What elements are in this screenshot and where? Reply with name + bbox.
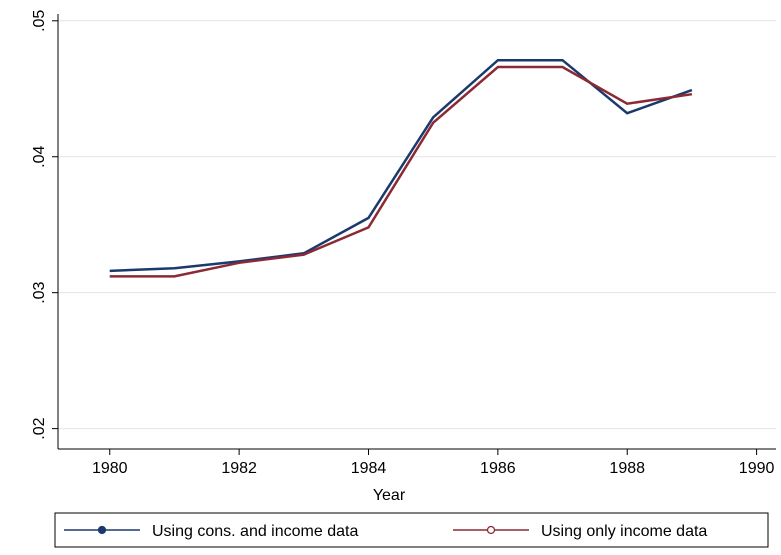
y-tick-label: .05: [31, 10, 48, 32]
x-axis-title: Year: [373, 487, 406, 504]
series-lines: [109, 58, 693, 278]
y-tick-label: .02: [31, 417, 48, 439]
axes: [57, 14, 776, 450]
x-tick-label: 1984: [351, 460, 387, 477]
legend-label-1: Using cons. and income data: [152, 523, 358, 540]
x-tick-label: 1988: [609, 460, 645, 477]
x-tick-label: 1986: [480, 460, 516, 477]
x-tick-label: 1980: [92, 460, 128, 477]
x-tick-label: 1990: [739, 460, 775, 477]
y-tick-label: .03: [31, 281, 48, 303]
legend-box: [54, 512, 769, 548]
series-line-2: [109, 65, 693, 278]
x-tick-label: 1982: [221, 460, 257, 477]
legend-marker-1: [97, 525, 107, 535]
legend-marker-2: [486, 525, 496, 535]
y-tick-label: .04: [31, 146, 48, 168]
legend: Using cons. and income data Using only in…: [54, 512, 769, 548]
grid-lines: [58, 20, 776, 430]
x-axis-ticks: 1980 1982 1984 1986 1988 1990: [92, 449, 775, 477]
legend-label-2: Using only income data: [541, 523, 707, 540]
y-axis-ticks: .02 .03 .04 .05: [31, 10, 58, 440]
